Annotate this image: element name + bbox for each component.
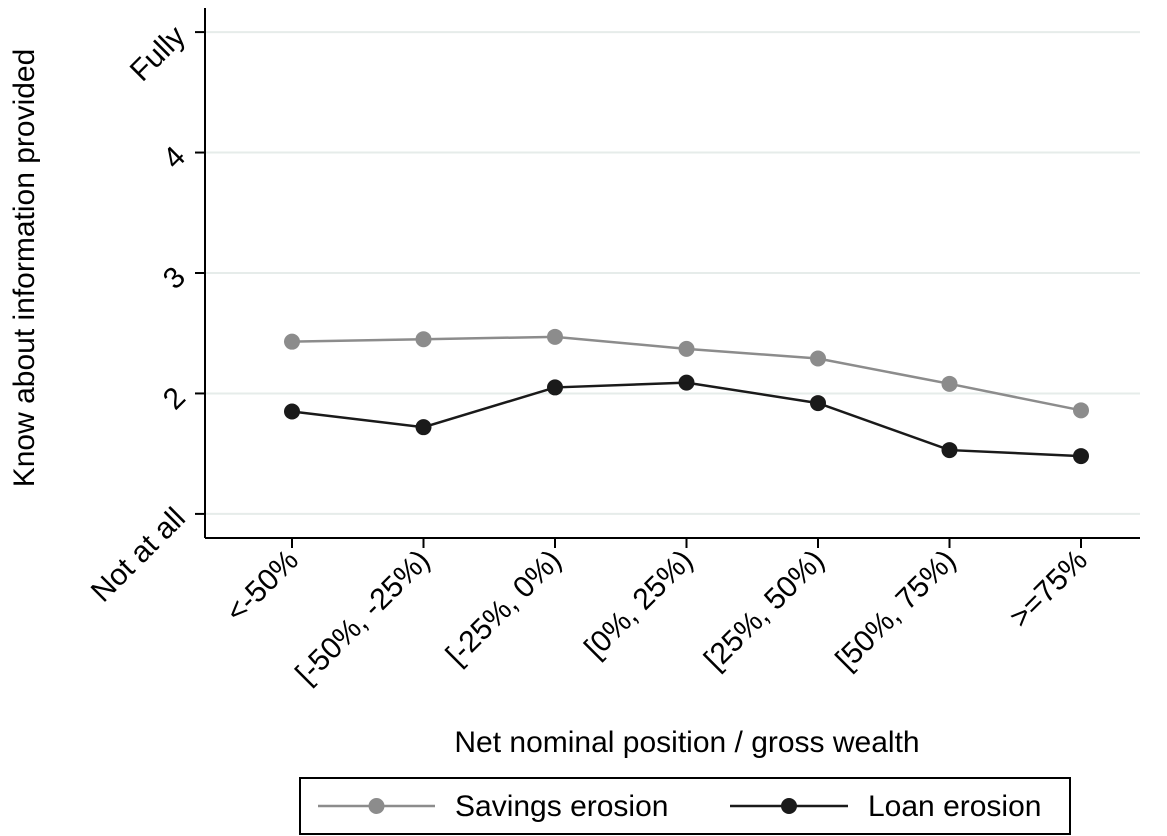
x-tick-label: [0%, 25%) [578,544,699,665]
data-point [678,340,695,357]
data-point [678,374,695,391]
y-tick-label: 2 [157,381,192,416]
legend-label: Loan erosion [868,790,1041,823]
series [284,328,1089,465]
y-tick-label: 4 [157,140,192,175]
y-tick-label: 3 [157,261,192,296]
data-point [284,403,300,420]
gridlines [205,31,1140,515]
data-point [941,375,958,392]
data-point [547,379,563,396]
y-axis-label: Know about information provided [8,49,41,488]
series-savings-erosion [284,328,1089,419]
data-point [810,350,826,367]
x-tick-label: [-25%, 0%) [440,544,568,672]
data-point [547,328,563,345]
data-point [1073,402,1089,419]
x-tick-label: <-50% [220,544,305,629]
data-point [1073,448,1089,465]
x-tick-label: [-50%, -25%) [289,544,436,691]
data-point [415,419,432,436]
data-point [415,331,432,348]
x-tick-label: >=75% [1003,544,1094,635]
data-point [284,333,300,350]
x-tick-label: [25%, 50%) [698,544,831,677]
data-point [941,442,958,459]
legend: Savings erosion Loan erosion [299,777,1071,835]
y-tick-label: Not at all [85,502,192,609]
x-axis-label: Net nominal position / gross wealth [454,726,919,759]
legend-label: Savings erosion [455,790,668,823]
x-tick-label: [50%, 75%) [829,544,962,677]
legend-swatch-marker [781,798,797,814]
legend-swatch-marker [368,798,385,814]
y-tick-label: Fully [124,20,192,88]
series-loan-erosion [284,374,1089,465]
data-point [810,395,826,412]
axes: Not at all 2 3 4 Fully <-50%[-50%, -25%) [-25%… [85,8,1140,691]
